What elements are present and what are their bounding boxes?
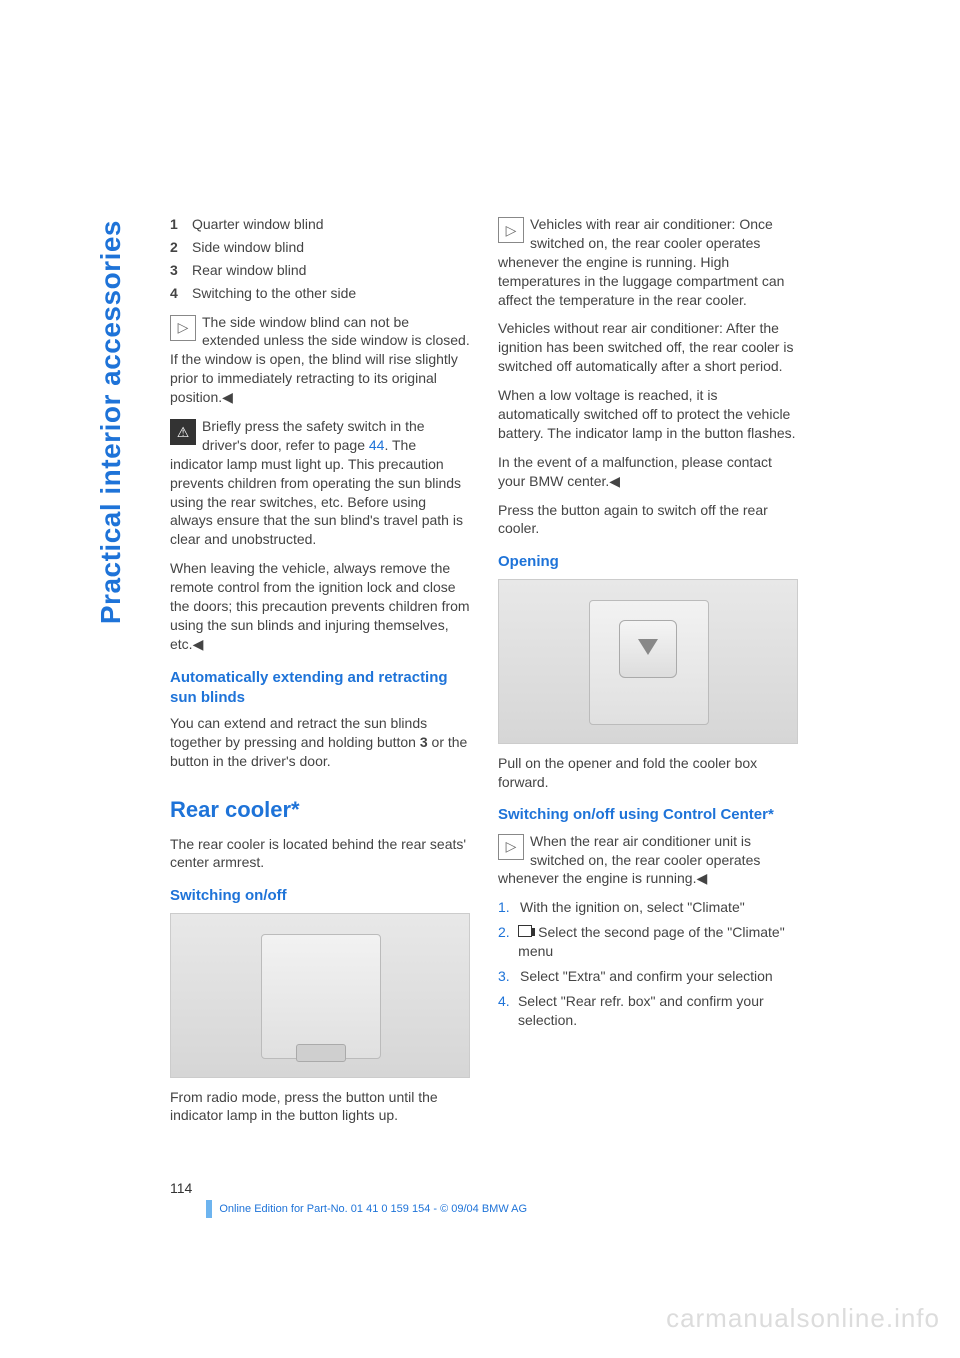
- info-icon: ▷: [498, 834, 524, 860]
- step-number: 3.: [498, 967, 520, 986]
- footer-bar-icon: [206, 1200, 212, 1218]
- legend-number: 1: [170, 215, 192, 234]
- auto-text-a: You can extend and retract the sun blind…: [170, 715, 427, 750]
- step-number: 2.: [498, 923, 518, 961]
- figure-cooler-button: [170, 913, 470, 1078]
- watermark: carmanualsonline.info: [666, 1303, 940, 1334]
- left-column: 1Quarter window blind 2Side window blind…: [170, 215, 470, 1135]
- para-press-again: Press the button again to switch off the…: [498, 501, 798, 539]
- control-center-steps: 1.With the ignition on, select "Climate"…: [498, 898, 798, 1029]
- legend-text: Rear window blind: [192, 261, 306, 280]
- warning-note: ⚠ Briefly press the safety switch in the…: [170, 417, 470, 549]
- legend-text: Side window blind: [192, 238, 304, 257]
- legend-number: 2: [170, 238, 192, 257]
- auto-blinds-text: You can extend and retract the sun blind…: [170, 714, 470, 771]
- auto-text-bold: 3: [420, 734, 428, 750]
- list-item: 3Rear window blind: [170, 261, 470, 280]
- step-text: With the ignition on, select "Climate": [520, 898, 745, 917]
- info-note: ▷ Vehicles with rear air conditioner: On…: [498, 215, 798, 309]
- note-text: The side window blind can not be extende…: [170, 314, 470, 406]
- legend-number: 3: [170, 261, 192, 280]
- footer-text: Online Edition for Part-No. 01 41 0 159 …: [219, 1203, 527, 1215]
- figure-button-icon: [296, 1044, 346, 1062]
- legend-number: 4: [170, 284, 192, 303]
- page-footer: 114 Online Edition for Part-No. 01 41 0 …: [170, 1180, 850, 1218]
- step-number: 4.: [498, 992, 518, 1030]
- info-icon: ▷: [498, 217, 524, 243]
- list-item: 2Side window blind: [170, 238, 470, 257]
- figure-panel: [261, 934, 381, 1059]
- blind-legend-list: 1Quarter window blind 2Side window blind…: [170, 215, 470, 303]
- section-side-title: Practical interior accessories: [95, 220, 127, 624]
- warning-text-c: When leaving the vehicle, always remove …: [170, 559, 470, 653]
- para-without-ac: Vehicles without rear air conditioner: A…: [498, 319, 798, 376]
- warning-text-b: . The indicator lamp must light up. This…: [170, 437, 463, 547]
- step-text: Select "Rear refr. box" and confirm your…: [518, 992, 798, 1030]
- note-text: Vehicles with rear air conditioner: Once…: [498, 216, 784, 308]
- warning-icon: ⚠: [170, 419, 196, 445]
- step-text: Select the second page of the "Climate" …: [518, 924, 785, 959]
- figure-cooler-opener: [498, 579, 798, 744]
- opener-arrow-icon: [619, 620, 677, 678]
- info-icon: ▷: [170, 315, 196, 341]
- page-icon: [518, 925, 532, 937]
- info-note: ▷ The side window blind can not be exten…: [170, 313, 470, 407]
- page-number: 114: [170, 1180, 850, 1196]
- heading-switching: Switching on/off: [170, 886, 470, 906]
- page-link-44[interactable]: 44: [369, 437, 385, 453]
- legend-text: Switching to the other side: [192, 284, 356, 303]
- step-item: 3.Select "Extra" and confirm your select…: [498, 967, 798, 986]
- step-text: Select "Extra" and confirm your selectio…: [520, 967, 773, 986]
- heading-opening: Opening: [498, 552, 798, 572]
- step-item: 1.With the ignition on, select "Climate": [498, 898, 798, 917]
- para-low-voltage: When a low voltage is reached, it is aut…: [498, 386, 798, 443]
- note-text: When the rear air conditioner unit is sw…: [498, 833, 760, 887]
- opening-caption: Pull on the opener and fold the cooler b…: [498, 754, 798, 792]
- info-note: ▷ When the rear air conditioner unit is …: [498, 832, 798, 889]
- step-number: 1.: [498, 898, 520, 917]
- right-column: ▷ Vehicles with rear air conditioner: On…: [498, 215, 798, 1135]
- legend-text: Quarter window blind: [192, 215, 324, 234]
- heading-auto-blinds: Automatically extending and retracting s…: [170, 668, 470, 709]
- step-item: 2.Select the second page of the "Climate…: [498, 923, 798, 961]
- heading-control-center: Switching on/off using Control Center*: [498, 805, 798, 825]
- cooler-intro: The rear cooler is located behind the re…: [170, 835, 470, 873]
- page-content: 1Quarter window blind 2Side window blind…: [170, 215, 850, 1135]
- step-item: 4.Select "Rear refr. box" and confirm yo…: [498, 992, 798, 1030]
- list-item: 1Quarter window blind: [170, 215, 470, 234]
- switch-caption: From radio mode, press the button until …: [170, 1088, 470, 1126]
- heading-rear-cooler: Rear cooler*: [170, 795, 470, 825]
- para-malfunction: In the event of a malfunction, please co…: [498, 453, 798, 491]
- list-item: 4Switching to the other side: [170, 284, 470, 303]
